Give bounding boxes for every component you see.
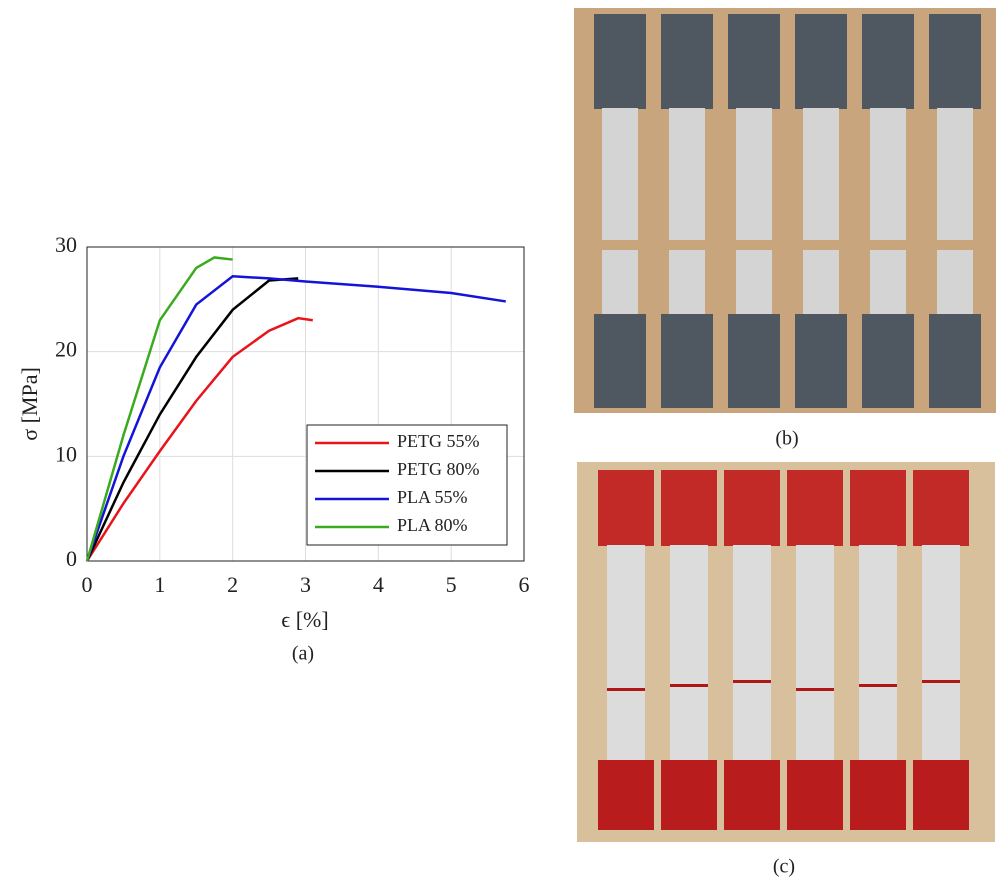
specimen-tab (594, 14, 646, 109)
specimen-tab (598, 470, 654, 546)
y-tick-label: 10 (55, 441, 77, 466)
specimen-tab (850, 470, 906, 546)
legend-box (306, 424, 508, 546)
legend-label: PLA 55% (397, 487, 468, 507)
specimen-tab (598, 760, 654, 830)
specimen-tab (795, 14, 847, 109)
photo-b (574, 8, 996, 413)
specimen-tab (594, 314, 646, 408)
specimen-tab (728, 14, 780, 109)
crack (670, 684, 708, 687)
specimen-gauge (736, 250, 772, 315)
specimen-gauge (859, 545, 897, 760)
y-tick-label: 0 (66, 546, 77, 571)
specimen-gauge (803, 108, 839, 240)
specimen-tab (661, 314, 713, 408)
specimen-tab (724, 760, 780, 830)
series-line (85, 316, 313, 562)
specimen-tab (661, 470, 717, 546)
specimen-gauge (870, 250, 906, 315)
specimen-tab (913, 760, 969, 830)
series-line (85, 277, 299, 562)
specimen-tab (862, 314, 914, 408)
x-tick-label: 6 (519, 572, 530, 597)
specimen-gauge (669, 108, 705, 240)
specimen-gauge (870, 108, 906, 240)
crack (796, 688, 834, 691)
legend-label: PLA 80% (397, 515, 468, 535)
specimen-gauge (922, 545, 960, 760)
crack (607, 688, 645, 691)
specimen-gauge (937, 250, 973, 315)
y-axis-label: σ [MPa] (17, 367, 42, 441)
specimen-tab (661, 14, 713, 109)
specimen-tab (661, 760, 717, 830)
specimen-gauge (796, 545, 834, 760)
x-tick-label: 1 (154, 572, 165, 597)
crack (922, 680, 960, 683)
x-tick-label: 3 (300, 572, 311, 597)
specimen-tab (862, 14, 914, 109)
specimen-tab (787, 760, 843, 830)
x-tick-label: 2 (227, 572, 238, 597)
specimen-tab (787, 470, 843, 546)
specimen-gauge (669, 250, 705, 315)
x-tick-label: 4 (373, 572, 384, 597)
specimen-tab (929, 14, 981, 109)
legend-label: PETG 80% (397, 459, 480, 479)
crack (859, 684, 897, 687)
caption-b: (b) (775, 428, 798, 450)
specimen-gauge (736, 108, 772, 240)
specimen-tab (850, 760, 906, 830)
caption-a: (a) (292, 643, 314, 665)
legend-label: PETG 55% (397, 431, 480, 451)
specimen-gauge (670, 545, 708, 760)
specimen-tab (913, 470, 969, 546)
plot-frame (86, 246, 525, 562)
specimen-gauge (602, 250, 638, 315)
crack (733, 680, 771, 683)
specimen-gauge (733, 545, 771, 760)
specimen-gauge (803, 250, 839, 315)
y-tick-label: 30 (55, 232, 77, 257)
specimen-gauge (937, 108, 973, 240)
x-tick-label: 5 (446, 572, 457, 597)
caption-c: (c) (773, 856, 795, 878)
specimen-tab (795, 314, 847, 408)
series-line (85, 256, 233, 562)
x-tick-label: 0 (82, 572, 93, 597)
specimen-gauge (602, 108, 638, 240)
series-line (85, 275, 506, 562)
specimen-gauge (607, 545, 645, 760)
y-tick-label: 20 (55, 337, 77, 362)
x-axis-label: ϵ [%] (281, 607, 328, 632)
specimen-tab (728, 314, 780, 408)
specimen-tab (724, 470, 780, 546)
photo-c (577, 462, 995, 842)
specimen-tab (929, 314, 981, 408)
